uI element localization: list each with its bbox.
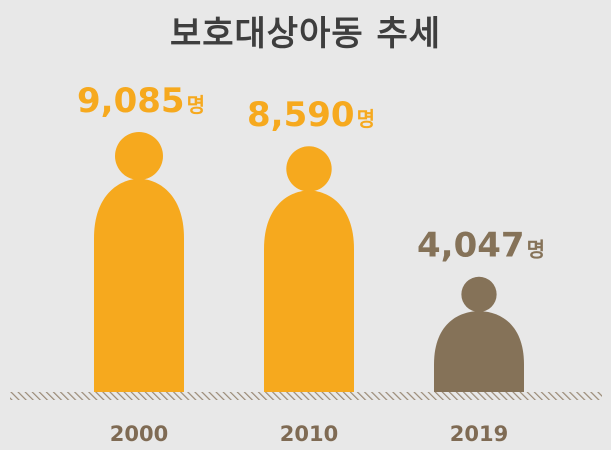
- value-number: 9,085: [77, 81, 185, 121]
- category-label-2019: 2019: [450, 422, 508, 446]
- figure-bar-2010: [264, 146, 354, 393]
- value-number: 4,047: [417, 226, 525, 266]
- value-unit: 명: [527, 238, 545, 262]
- bar-body-2010: [264, 190, 354, 393]
- value-unit: 명: [357, 107, 375, 131]
- figure-bar-2000: [94, 132, 184, 393]
- category-label-2000: 2000: [110, 422, 168, 446]
- value-label-2010: 8,590 명: [247, 95, 375, 135]
- figure-bar-2019: [434, 276, 524, 393]
- value-label-2019: 4,047 명: [417, 226, 545, 266]
- bar-head-2010: [286, 146, 332, 192]
- bar-head-2019: [461, 276, 497, 312]
- value-label-2000: 9,085 명: [77, 81, 205, 121]
- value-number: 8,590: [247, 95, 355, 135]
- value-unit: 명: [187, 93, 205, 117]
- chart-title: 보호대상아동 추세: [169, 14, 442, 54]
- ground-line: [10, 392, 602, 400]
- bar-body-2019: [434, 311, 524, 393]
- bar-head-2000: [115, 132, 163, 180]
- category-label-2010: 2010: [280, 422, 338, 446]
- bar-body-2000: [94, 178, 184, 393]
